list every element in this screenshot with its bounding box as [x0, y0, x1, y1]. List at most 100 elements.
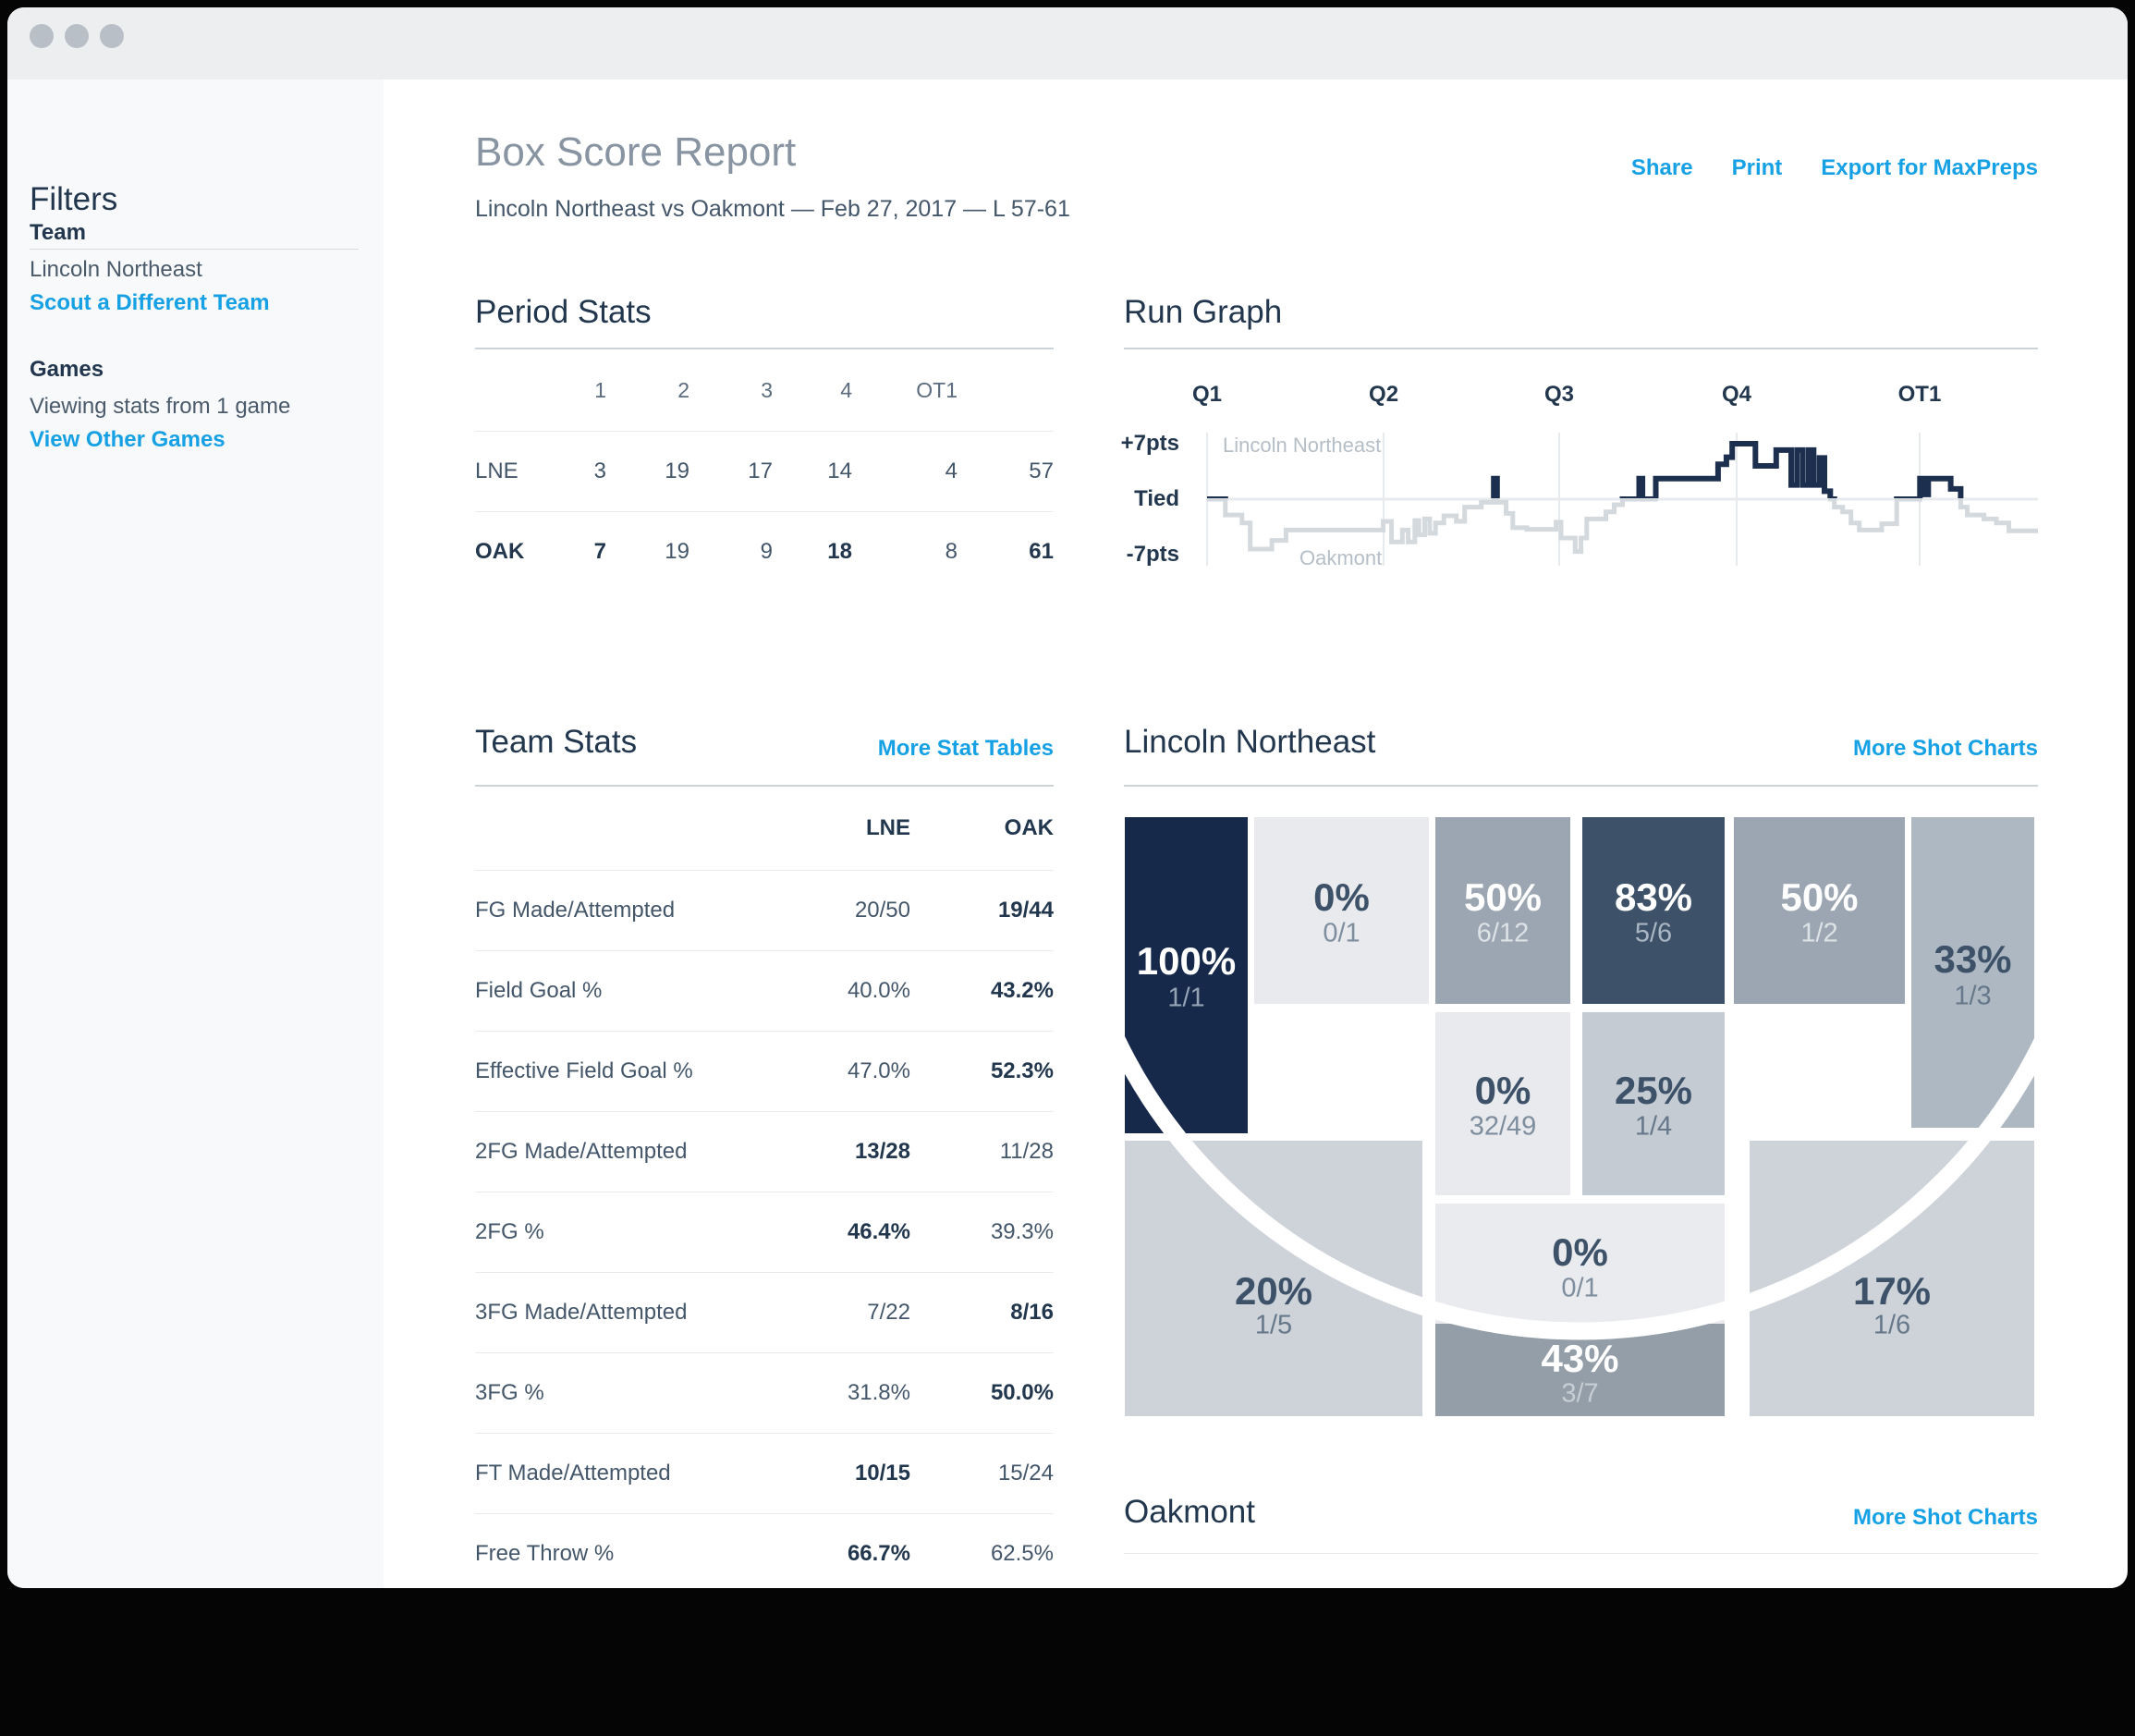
period-col-header: 2 — [677, 377, 689, 402]
run-graph-period-label: Q2 — [1369, 382, 1399, 407]
team-stats-lne-value: 7/22 — [771, 1272, 910, 1352]
sidebar-title: Filters — [30, 181, 118, 217]
header-actions: Share Print Export for MaxPreps — [1631, 155, 2038, 181]
window-control-dot[interactable] — [65, 24, 89, 48]
period-row-team: OAK — [475, 511, 558, 592]
team-stats-lne-value: 13/28 — [771, 1111, 910, 1192]
shot-zone-fraction: 3/7 — [1561, 1378, 1599, 1409]
period-col-total — [958, 349, 1054, 431]
team-stats-oak-value: 50.0% — [910, 1352, 1054, 1433]
window-control-dot[interactable] — [100, 24, 124, 48]
shot-zone-percentage: 100% — [1136, 939, 1237, 983]
shot-zone-right-baseline-3: 33% 1/3 — [1911, 817, 2034, 1128]
team-stats-oak-value: 8/16 — [910, 1272, 1054, 1352]
print-link[interactable]: Print — [1731, 155, 1783, 180]
scout-different-team-link[interactable]: Scout a Different Team — [30, 290, 270, 315]
team-stats-row-label: Field Goal % — [475, 950, 771, 1031]
team-stats-col-blank — [475, 787, 771, 870]
team-stats-row-label: Effective Field Goal % — [475, 1031, 771, 1111]
view-other-games-link[interactable]: View Other Games — [30, 427, 226, 452]
run-graph-period-label: Q3 — [1543, 382, 1574, 407]
shot-zone-fraction: 0/1 — [1323, 918, 1360, 948]
team-stats-oak-value: 11/28 — [910, 1111, 1054, 1192]
period-stats-table: 1 2 3 4 OT1 LNE 3 19 17 14 4 57 OAK 7 19 9 18 8 61 — [475, 349, 1054, 592]
shot-zone-right-mid: 25% 1/4 — [1582, 1012, 1725, 1195]
team-stats-row-label: 3FG Made/Attempted — [475, 1272, 771, 1352]
shot-zone-percentage: 50% — [1463, 875, 1543, 919]
filters-sidebar: Filters Team Lincoln Northeast Scout a D… — [7, 79, 384, 1588]
shot-zone-top-key: 83% 5/6 — [1582, 817, 1725, 1004]
shot-chart-lne-heading: Lincoln Northeast — [1124, 724, 1376, 760]
export-maxpreps-link[interactable]: Export for MaxPreps — [1821, 155, 2038, 180]
more-shot-charts-oak-link[interactable]: More Shot Charts — [1852, 1505, 2038, 1530]
team-stats-col-oak: OAK — [1004, 815, 1054, 840]
team-stats-lne-value: 66.7% — [771, 1513, 910, 1588]
shot-zone-percentage: 0% — [1313, 875, 1370, 919]
team-stats-oak-value: 15/24 — [910, 1433, 1054, 1513]
shot-zone-fraction: 6/12 — [1476, 918, 1530, 948]
team-stats-lne-value: 31.8% — [771, 1352, 910, 1433]
shot-zone-percentage: 43% — [1541, 1337, 1619, 1380]
team-stats-oak-value: 43.2% — [910, 950, 1054, 1031]
team-stats-row-label: FG Made/Attempted — [475, 870, 771, 950]
filter-games-heading: Games — [30, 357, 104, 382]
period-value: 57 — [958, 431, 1054, 511]
team-stats-rule — [475, 785, 1054, 787]
team-stats-heading: Team Stats — [475, 724, 638, 760]
shot-zone-left-mid: 0% 32/49 — [1435, 1012, 1570, 1195]
shot-zone-fraction: 1/3 — [1954, 981, 1992, 1011]
run-graph-y-label: -7pts — [1126, 542, 1179, 567]
run-graph-period-label: OT1 — [1897, 382, 1942, 407]
more-shot-charts-lne-link[interactable]: More Shot Charts — [1852, 736, 2038, 761]
shot-zone-left-elbow: 50% 6/12 — [1435, 817, 1570, 1004]
team-stats-row-label: 3FG % — [475, 1352, 771, 1433]
period-col-header: 4 — [840, 377, 852, 402]
app-window: Filters Team Lincoln Northeast Scout a D… — [7, 7, 2128, 1588]
shot-chart-oak-heading: Oakmont — [1124, 1494, 1255, 1530]
team-stats-row-label: 2FG Made/Attempted — [475, 1111, 771, 1192]
shot-chart-court: 100% 1/1 0% 0/1 50% 6/12 83% 5/6 50% 1/2 33% 1/3 0% 3… — [1125, 817, 2034, 1416]
period-value: 4 — [852, 431, 958, 511]
filter-team-value: Lincoln Northeast — [30, 257, 202, 282]
shot-zone-free-throw: 0% 0/1 — [1435, 1204, 1725, 1324]
team-stats-oak-value: 19/44 — [910, 870, 1054, 950]
window-control-dot[interactable] — [30, 24, 54, 48]
period-value: 19 — [606, 431, 689, 511]
shot-zone-percentage: 33% — [1934, 937, 2012, 981]
period-value: 18 — [773, 511, 852, 592]
period-value: 19 — [606, 511, 689, 592]
team-stats-col-lne: LNE — [866, 815, 910, 840]
shot-zone-percentage: 0% — [1474, 1069, 1531, 1112]
shot-zone-percentage: 0% — [1552, 1230, 1608, 1274]
period-col-header: 3 — [761, 377, 773, 402]
shot-zone-percentage: 83% — [1614, 875, 1693, 919]
period-stats-heading: Period Stats — [475, 294, 652, 330]
shot-zone-fraction: 1/6 — [1873, 1310, 1911, 1340]
team-stats-row-label: FT Made/Attempted — [475, 1433, 771, 1513]
shot-zone-fraction: 5/6 — [1634, 918, 1673, 948]
shot-zone-fraction: 1/1 — [1167, 983, 1205, 1013]
shot-zone-fraction: 1/2 — [1800, 918, 1838, 948]
more-stat-tables-link[interactable]: More Stat Tables — [877, 736, 1054, 761]
team-stats-row-label: Free Throw % — [475, 1513, 771, 1588]
period-value: 9 — [689, 511, 773, 592]
period-col-header: OT1 — [916, 377, 958, 402]
run-graph-y-label: +7pts — [1120, 431, 1179, 456]
period-value: 7 — [558, 511, 606, 592]
shot-zone-fraction: 32/49 — [1469, 1111, 1537, 1142]
period-col-blank — [475, 349, 558, 431]
share-link[interactable]: Share — [1630, 155, 1693, 180]
team-stats-row-label: 2FG % — [475, 1192, 771, 1272]
run-graph-rule — [1124, 348, 2038, 349]
run-graph-team-label-lne: Lincoln Northeast — [1223, 434, 1382, 457]
team-stats-oak-value: 62.5% — [910, 1513, 1054, 1588]
period-value: 3 — [558, 431, 606, 511]
page-title: Box Score Report — [475, 129, 797, 175]
shot-zone-fraction: 1/5 — [1254, 1310, 1293, 1340]
team-stats-table: LNE OAK FG Made/Attempted 20/50 19/44 Field G… — [475, 787, 1054, 1588]
shot-zone-fraction: 1/4 — [1634, 1111, 1673, 1142]
shot-zone-right-elbow: 50% 1/2 — [1734, 817, 1905, 1004]
page-subtitle: Lincoln Northeast vs Oakmont — Feb 27, 2… — [475, 196, 1070, 222]
shot-zone-percentage: 25% — [1614, 1069, 1693, 1112]
shot-chart-lne-rule — [1124, 785, 2038, 787]
